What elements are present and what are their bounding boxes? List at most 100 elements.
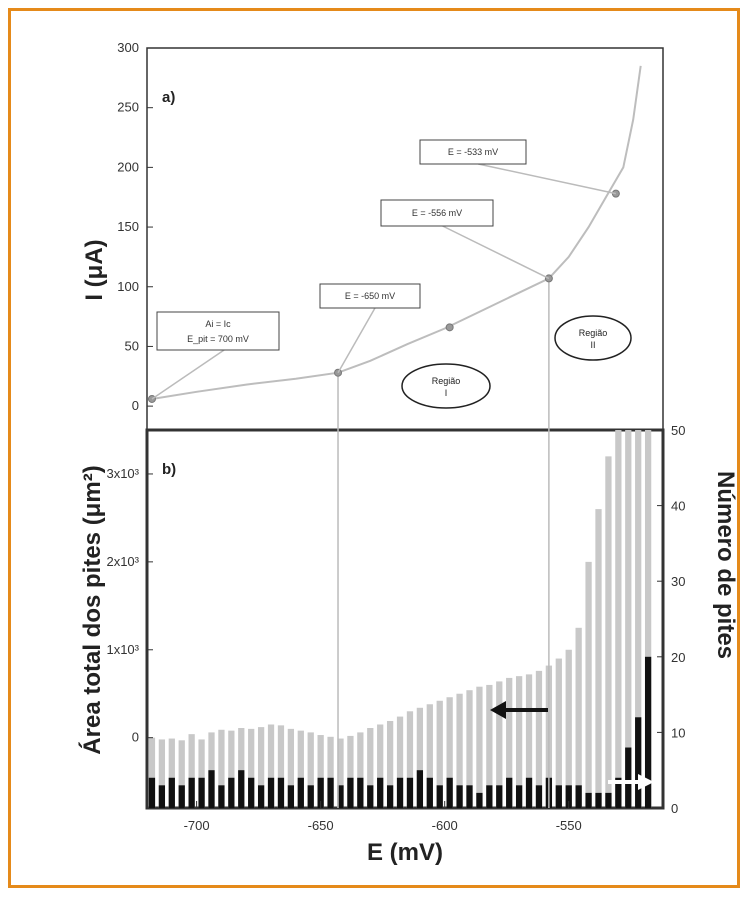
area-bar [406, 711, 414, 808]
count-bar [277, 777, 285, 808]
count-bar [357, 777, 364, 808]
area-bar [367, 728, 374, 808]
count-bar [456, 785, 463, 808]
count-bar [515, 785, 523, 808]
annotation-text: E = -650 mV [345, 291, 395, 301]
y-tick-label-b: 1x10³ [106, 642, 139, 657]
annotation-box [419, 139, 527, 165]
y2-axis-label-b: Número de pites [712, 471, 739, 659]
area-bar [168, 738, 175, 808]
count-bar [575, 785, 582, 808]
area-bar [297, 730, 304, 808]
count-bar [317, 777, 324, 808]
y2-tick-label-b: 30 [671, 574, 685, 589]
count-bar [148, 777, 156, 808]
current-curve [151, 65, 642, 400]
count-bar [585, 792, 592, 808]
count-bar [218, 785, 225, 808]
area-bar [267, 724, 275, 808]
annotations-group: Ai = Ic E_pit = 700 mV E = -650 mV E = -556… [151, 139, 617, 400]
count-bar [297, 777, 304, 808]
count-bar [347, 777, 354, 808]
count-bar [287, 785, 295, 808]
area-bar [615, 430, 622, 808]
y2-tick-label-b: 0 [671, 801, 678, 816]
area-bar [506, 677, 513, 808]
area-bar [456, 693, 463, 808]
area-bar [287, 728, 295, 808]
y-tick-label-a: 50 [125, 338, 139, 353]
area-bar [218, 729, 225, 808]
area-bar [148, 737, 156, 808]
count-bar [188, 777, 195, 808]
x-tick-label: -650 [308, 818, 334, 833]
count-bar [466, 785, 473, 808]
annotation-leader [151, 349, 225, 400]
count-bar [615, 777, 622, 808]
y-tick-label-b: 2x10³ [106, 554, 139, 569]
y2-tick-label-b: 50 [671, 423, 685, 438]
area-bar [515, 676, 523, 808]
annotation-text: Ai = Ic [205, 319, 231, 329]
y2-tick-label-b: 10 [671, 725, 685, 740]
annotation-leader [442, 225, 550, 280]
area-bar [575, 627, 582, 808]
area-bar [525, 674, 533, 808]
y-tick-label-a: 0 [132, 398, 139, 413]
y-tick-label-a: 200 [117, 159, 139, 174]
count-bar [228, 777, 235, 808]
annotation-box [156, 311, 280, 351]
count-bar [625, 747, 632, 808]
y-tick-label-a: 300 [117, 40, 139, 55]
count-bar [595, 792, 602, 808]
arrow-right-head [638, 774, 654, 790]
count-bar [506, 777, 513, 808]
annotation-box [319, 283, 421, 309]
annotation-leader [478, 163, 617, 195]
area-bar [565, 649, 572, 808]
count-bar [267, 777, 275, 808]
y-tick-label-b: 3x10³ [106, 466, 139, 481]
y-tick-label-a: 250 [117, 100, 139, 115]
area-bars-group [148, 430, 652, 808]
area-bar [416, 707, 424, 808]
area-bar [307, 732, 314, 808]
area-bar [158, 739, 166, 808]
area-bar [317, 735, 324, 808]
area-bar [178, 740, 185, 808]
count-bar [605, 792, 612, 808]
panel-a-label: a) [162, 89, 175, 106]
y-tick-label-a: 100 [117, 279, 139, 294]
area-bar [327, 736, 334, 808]
area-bar [347, 735, 354, 808]
annotation-text-2: E_pit = 700 mV [187, 334, 249, 344]
region-label: Região [432, 376, 461, 386]
area-bar [446, 697, 453, 808]
arrow-left-head [490, 701, 506, 719]
y2-tick-label-b: 20 [671, 650, 685, 665]
count-bar [396, 777, 404, 808]
area-bar [496, 681, 503, 808]
area-bar [585, 561, 592, 808]
x-tick-label: -550 [556, 818, 582, 833]
y-tick-label-a: 150 [117, 219, 139, 234]
count-bar [446, 777, 453, 808]
area-bar [257, 727, 265, 808]
area-bar [277, 725, 285, 808]
area-bar [555, 658, 562, 808]
annotation-text: E = -533 mV [448, 147, 498, 157]
area-bar [426, 704, 433, 808]
regions-group: Região I Região II [401, 315, 632, 409]
region-ellipse [401, 363, 491, 409]
count-bar [555, 785, 562, 808]
y-axis-label-b: Área total dos pites (μm²) [78, 465, 106, 754]
arrows-group [490, 701, 654, 790]
count-bar [426, 777, 433, 808]
y-tick-label-b: 0 [132, 730, 139, 745]
vertical-guides [337, 278, 550, 808]
count-bar [198, 777, 205, 808]
area-bar [386, 720, 394, 808]
count-bar [248, 777, 255, 808]
area-bar [198, 739, 205, 808]
